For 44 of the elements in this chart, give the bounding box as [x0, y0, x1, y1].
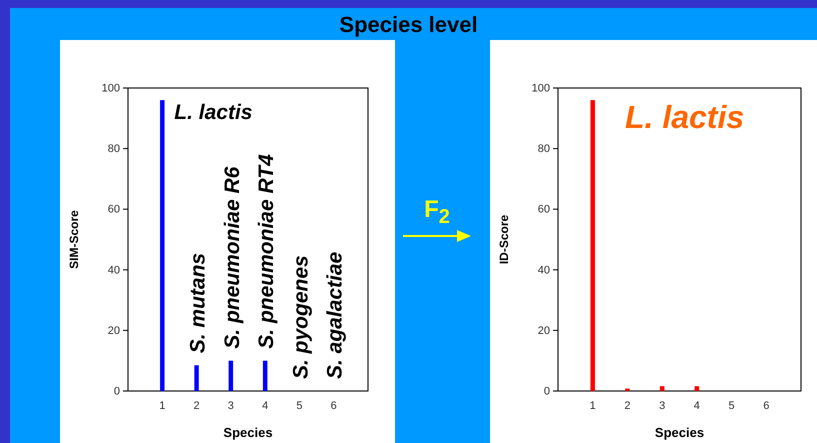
x-tick-label: 5: [296, 400, 302, 412]
x-tick-label: 6: [763, 400, 770, 412]
y-axis-title: SIM-Score: [67, 210, 81, 269]
y-tick-label: 40: [538, 264, 550, 276]
y-tick-label: 100: [532, 82, 550, 95]
bar: [590, 100, 595, 391]
x-tick-label: 2: [624, 400, 630, 412]
y-tick-label: 40: [108, 264, 120, 276]
y-tick-label: 100: [102, 82, 120, 95]
bar: [228, 360, 234, 391]
y-tick-label: 60: [108, 204, 120, 216]
y-tick-label: 0: [544, 386, 550, 398]
x-tick-label: 4: [694, 400, 700, 412]
x-tick-label: 3: [659, 400, 666, 412]
annotation: L. lactis: [174, 101, 252, 124]
bar: [194, 365, 199, 391]
annotation: S. pyogenes: [289, 255, 312, 379]
bar: [160, 100, 165, 391]
y-tick-label: 20: [108, 324, 120, 337]
x-tick-label: 1: [159, 400, 166, 412]
bar: [262, 360, 268, 391]
annotation: L. lactis: [625, 99, 744, 136]
bar: [694, 386, 700, 391]
annotation: S. pneumoniae RT4: [255, 154, 278, 349]
x-tick-label: 6: [330, 400, 337, 412]
y-tick-label: 80: [538, 143, 550, 156]
text: F$_{2}$: [423, 196, 451, 229]
chart-title: Species level: [338, 12, 479, 38]
x-tick-label: 2: [194, 400, 200, 412]
x-tick-label: 3: [228, 400, 234, 412]
x-axis-title: Species: [654, 425, 704, 440]
x-tick-label: 5: [728, 400, 735, 412]
x-tick-label: 1: [590, 400, 596, 412]
y-tick-label: 0: [114, 386, 120, 398]
annotation: S. agalactiae: [324, 251, 347, 379]
x-axis-title: Species: [223, 425, 273, 440]
y-tick-label: 60: [538, 204, 550, 216]
annotation: S. mutans: [186, 252, 210, 354]
y-tick-label: 20: [538, 324, 550, 337]
annotation: S. pneumoniae R6: [220, 166, 244, 349]
y-axis-title: ID-Score: [497, 214, 511, 264]
y-tick-label: 80: [108, 143, 120, 156]
bar: [660, 386, 664, 391]
x-tick-label: 4: [262, 400, 268, 412]
